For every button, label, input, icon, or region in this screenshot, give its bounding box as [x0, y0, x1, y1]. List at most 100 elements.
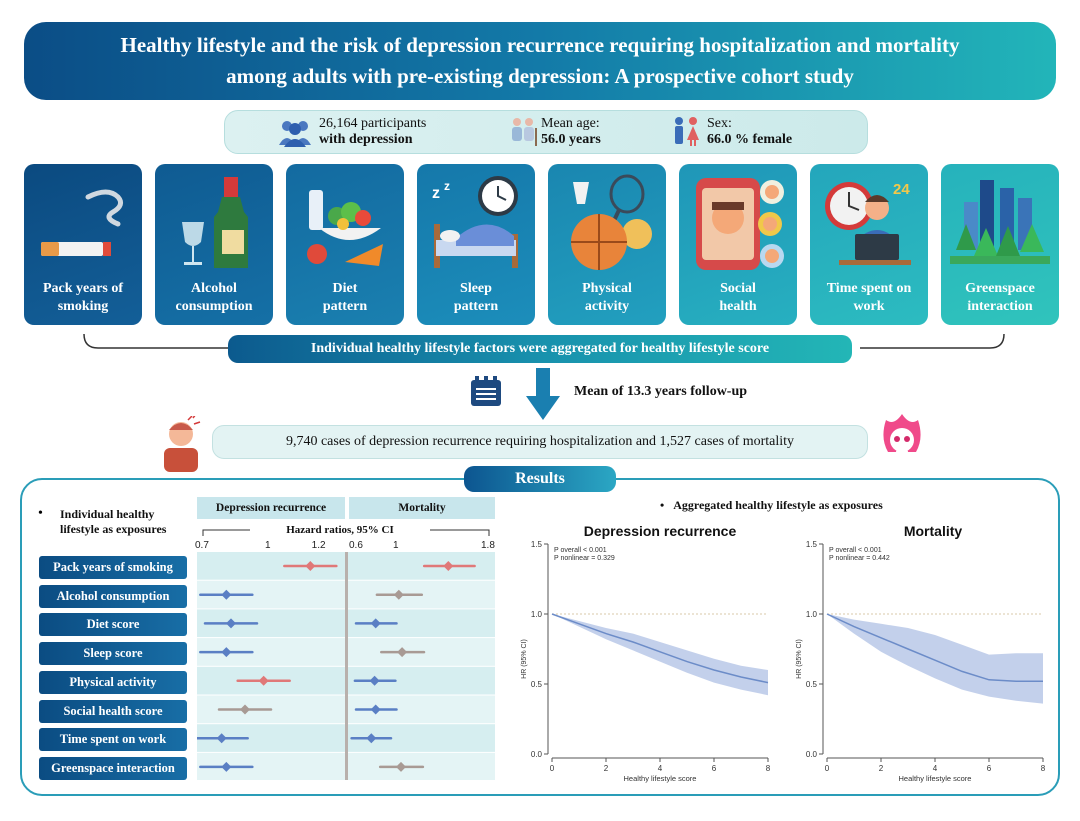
factor-label-line1: Greenspace [965, 281, 1035, 296]
forest-row-label: Social health score [39, 699, 187, 723]
factor-card-physical: Physical activity [548, 164, 666, 325]
aggregated-heading: • Aggregated healthy lifestyle as exposu… [660, 498, 883, 513]
forest-row-label: Time spent on work [39, 728, 187, 752]
cigarette-icon [41, 189, 124, 256]
age-info: Mean age: 56.0 years [541, 116, 601, 147]
aggregated-heading-text: Aggregated healthy lifestyle as exposure… [673, 498, 883, 512]
x-tick-label: 4 [658, 764, 663, 773]
factor-label-line2: activity [584, 299, 630, 314]
factor-label-line2: work [853, 299, 885, 314]
forest-row-label: Diet score [39, 613, 187, 637]
factor-label-line2: health [719, 299, 757, 314]
forest-point [366, 733, 377, 744]
forest-point [221, 761, 232, 772]
svg-text:z: z [432, 185, 440, 202]
x-tick-label: 2 [604, 764, 609, 773]
x-tick-label: 0 [825, 764, 830, 773]
forest-point [221, 589, 232, 600]
svg-text:24: 24 [893, 181, 910, 198]
forest-point [370, 704, 381, 715]
forest-point [216, 733, 227, 744]
forest-tick-label: 1 [265, 540, 271, 551]
mortality-chart: Mortality 0.0 0.5 1.0 1.5 0 2 4 6 8 Healthy lifest… [796, 523, 1046, 783]
title-line-1: Healthy lifestyle and the risk of depres… [120, 33, 960, 57]
p-nonlinear-label: P nonlinear = 0.442 [829, 555, 890, 562]
factor-label-line2: interaction [967, 299, 1033, 314]
forest-point [221, 647, 232, 658]
forest-panel-mort-header: Mortality [349, 497, 495, 519]
forest-tick-label: 0.7 [195, 540, 209, 551]
factor-label-line2: pattern [322, 299, 368, 314]
x-tick-label: 2 [879, 764, 884, 773]
y-tick-label: 0.0 [531, 750, 543, 759]
age-icon [512, 118, 537, 146]
bed-clock-icon: z z [432, 176, 518, 268]
factor-card-social: Social health [679, 164, 797, 325]
forest-panel-dep-header: Depression recurrence [197, 497, 345, 519]
stressed-person-icon [164, 416, 201, 472]
forest-row-label: Greenspace interaction [39, 756, 187, 780]
factor-label-line2: smoking [57, 299, 109, 314]
x-axis-label: Healthy lifestyle score [624, 774, 697, 783]
worker-clock-icon: 24 [825, 181, 911, 265]
y-tick-label: 0.5 [531, 680, 543, 689]
aggregation-bracket [83, 333, 1005, 349]
y-axis-label: HR (95% CI) [796, 639, 803, 679]
forest-point [305, 561, 316, 571]
title-banner: Healthy lifestyle and the risk of depres… [24, 22, 1056, 100]
results-tab: Results [464, 466, 616, 492]
forest-row-label: Pack years of smoking [39, 556, 187, 579]
bullet-dot: • [38, 506, 43, 521]
factor-label-line2: pattern [453, 299, 499, 314]
social-chat-icon [696, 178, 784, 270]
factor-label-line1: Diet [332, 281, 358, 296]
forest-point [258, 675, 269, 686]
forest-row-label: Physical activity [39, 670, 187, 694]
factor-label-line1: Social [720, 281, 756, 296]
calendar-icon [471, 376, 501, 406]
factor-card-alcohol: Alcohol consumption [155, 164, 273, 325]
factor-card-greenspace: Greenspace interaction [941, 164, 1059, 325]
aggregation-banner: Individual healthy lifestyle factors wer… [228, 335, 852, 363]
confidence-band [827, 614, 1043, 704]
hr-line [826, 613, 1043, 682]
title-line-2: among adults with pre-existing depressio… [226, 64, 854, 88]
skull-fire-icon [883, 414, 921, 458]
forest-tick-label: 1.8 [481, 540, 495, 551]
factor-card-sleep: z z Sleep pattern [417, 164, 535, 325]
y-tick-label: 1.0 [806, 610, 818, 619]
forest-tick-row: 0.7 1 1.2 0.6 1 1.8 [195, 540, 497, 552]
x-tick-label: 6 [712, 764, 717, 773]
forest-tick-label: 1 [393, 540, 399, 551]
factor-label-line2: consumption [175, 299, 253, 314]
forest-point [240, 704, 250, 715]
down-arrow-icon [526, 368, 560, 420]
panel-divider [345, 552, 348, 780]
wine-bottle-icon [182, 177, 248, 268]
line-chart-title: Mortality [904, 523, 963, 539]
cases-banner: 9,740 cases of depression recurrence req… [212, 425, 868, 459]
forest-axis-title: Hazard ratios, 95% CI [250, 524, 430, 536]
forest-point [393, 589, 404, 600]
buildings-trees-icon [950, 180, 1050, 264]
food-icon [307, 190, 383, 266]
bullet-dot: • [660, 498, 674, 512]
participant-info-bar: 26,164 participants with depression Mean… [224, 110, 868, 154]
sex-icon [675, 117, 699, 146]
x-axis-label: Healthy lifestyle score [899, 774, 972, 783]
y-tick-label: 0.0 [806, 750, 818, 759]
p-overall-label: P overall < 0.001 [554, 547, 607, 554]
followup-text: Mean of 13.3 years follow-up [574, 384, 748, 399]
forest-point [396, 761, 406, 772]
p-overall-label: P overall < 0.001 [829, 547, 882, 554]
x-tick-label: 6 [987, 764, 992, 773]
forest-tick-label: 0.6 [349, 540, 363, 551]
individual-heading: Individual healthy lifestyle as exposure… [60, 507, 167, 536]
hr-line [551, 613, 769, 684]
factor-label-line1: Time spent on [826, 281, 912, 296]
factor-card-work: 24 Time spent on work [810, 164, 928, 325]
forest-point [397, 647, 408, 658]
participants-icon [279, 121, 311, 147]
forest-point [226, 618, 236, 629]
participants-info: 26,164 participants with depression [319, 116, 427, 147]
